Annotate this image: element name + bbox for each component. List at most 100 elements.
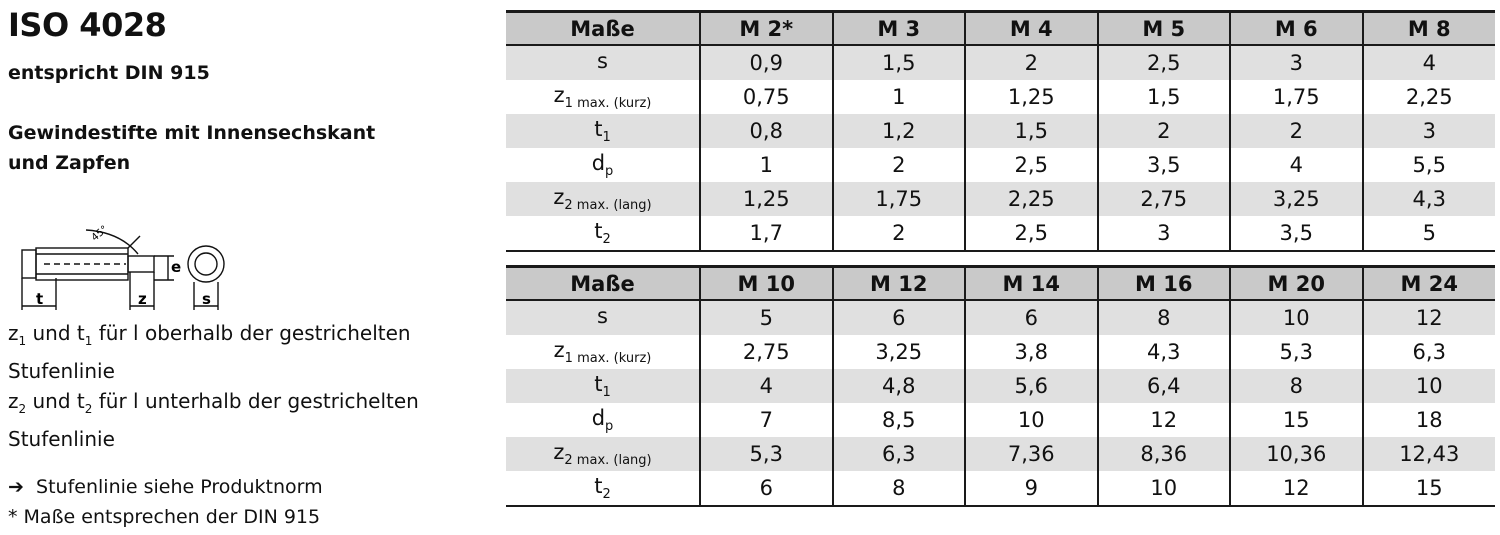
table-cell: 0,8: [700, 114, 834, 148]
table-cell: 7,36: [965, 437, 1099, 471]
footnote-din: * Maße entsprechen der DIN 915: [8, 506, 321, 528]
table-cell: 5,3: [700, 437, 834, 471]
table-cell: 1,25: [965, 80, 1099, 114]
note-line-3: z2 und t2 für l unterhalb der gestrichel…: [8, 389, 419, 416]
table-row: z2 max. (lang) 5,3 6,3 7,36 8,36 10,36 12,43: [506, 437, 1495, 471]
table-cell: 8: [1097, 300, 1231, 335]
table-row: dp 7 8,5 10 12 15 18: [506, 403, 1495, 437]
table-row: s 0,9 1,5 2 2,5 3 4: [506, 45, 1495, 80]
table-cell: 4,3: [1362, 182, 1495, 216]
table-cell: 2,25: [1405, 85, 1453, 109]
table-cell: 6,4: [1097, 369, 1231, 403]
table-row: s 5 6 6 8 10 12: [506, 300, 1495, 335]
row-symbol: t2: [506, 216, 701, 252]
table-cell: 8,36: [1097, 437, 1231, 471]
table-cell: 2,25: [965, 182, 1099, 216]
table-cell: 5: [1362, 216, 1495, 252]
table-cell: 12,43: [1362, 437, 1495, 471]
table-cell: 5: [700, 300, 834, 335]
screw-dog-point: [127, 255, 155, 273]
table-cell: 2,5: [965, 148, 1099, 182]
header-thread-size: M 4: [965, 10, 1099, 46]
header-thread-size: M 3: [832, 10, 966, 46]
row-symbol: dp: [506, 403, 701, 437]
table-cell: 1,25: [700, 182, 834, 216]
row-symbol: s: [506, 300, 701, 335]
page-subtitle: entspricht DIN 915: [8, 62, 210, 84]
table-cell: 6,3: [832, 437, 966, 471]
table-cell: 10,36: [1230, 437, 1364, 471]
table-cell: 4,3: [1097, 335, 1231, 369]
table-cell: 12: [1097, 403, 1231, 437]
table-cell: 3,8: [965, 335, 1099, 369]
table-row: t2 1,7 2 2,5 3 3,5 5: [506, 216, 1495, 252]
note-line-1: z1 und t1 für l oberhalb der gestrichelt…: [8, 321, 411, 348]
table-cell: 9: [965, 471, 1099, 507]
table-cell: 1,75: [832, 182, 966, 216]
table-cell: 6,3: [1412, 340, 1446, 364]
row-symbol: z2 max. (lang): [506, 437, 701, 471]
table-cell: 3,25: [1230, 182, 1364, 216]
row-symbol: t2: [506, 471, 701, 507]
header-thread-size: M 20: [1230, 265, 1364, 301]
header-thread-size: M 2*: [700, 10, 834, 46]
table-cell: 3: [1097, 216, 1231, 252]
description-line-1: Gewindestifte mit Innensechskant: [8, 122, 376, 144]
screw-socket-end: [21, 249, 37, 279]
table-cell: 2,5: [965, 216, 1099, 252]
table-row: t2 6 8 9 10 12 15: [506, 471, 1495, 507]
table-cell: 6: [832, 300, 966, 335]
table-cell: 1: [832, 80, 966, 114]
header-thread-size: M 24: [1362, 265, 1495, 301]
dim-label-e: e: [171, 258, 181, 276]
screw-end-view: [187, 245, 225, 283]
header-thread-size: M 6: [1230, 10, 1364, 46]
header-thread-size: M 16: [1097, 265, 1231, 301]
table-cell: 2: [965, 45, 1099, 80]
table-cell: 6: [965, 300, 1099, 335]
product-description: Gewindestifte mit Innensechskant und Zap…: [8, 118, 375, 178]
row-symbol: dp: [506, 148, 701, 182]
footnotes: ➔ Stufenlinie siehe Produktnorm * Maße e…: [8, 472, 323, 532]
header-thread-size: M 12: [832, 265, 966, 301]
table-cell: 1,5: [965, 114, 1099, 148]
table-cell: 2,75: [1097, 182, 1231, 216]
table-cell: 1,2: [832, 114, 966, 148]
row-symbol: t1: [506, 369, 701, 403]
table-cell: 15: [1230, 403, 1364, 437]
header-thread-size: M 10: [700, 265, 834, 301]
angle-label: 45°: [90, 224, 111, 244]
table-cell: 1,5: [1097, 80, 1231, 114]
header-thread-size: M 8: [1362, 10, 1495, 46]
table-header-row: Maße M 10 M 12 M 14 M 16 M 20 M 24: [506, 265, 1495, 301]
arrow-right-icon: ➔: [8, 476, 24, 498]
table-cell: 0,9: [700, 45, 834, 80]
table-cell: 12: [1362, 300, 1495, 335]
page-title: ISO 4028: [8, 6, 167, 44]
row-symbol: s: [506, 45, 701, 80]
note-line-4: Stufenlinie: [8, 427, 115, 451]
table-cell: 10: [965, 403, 1099, 437]
set-screw-drawing: 45° t z e s: [21, 224, 225, 310]
table-cell: 5,6: [965, 369, 1099, 403]
description-line-2: und Zapfen: [8, 152, 131, 174]
table-cell: 1,5: [832, 45, 966, 80]
table-cell: 4: [700, 369, 834, 403]
table-cell: 5,5: [1412, 153, 1446, 177]
table-cell: 3: [1230, 45, 1364, 80]
table-cell: 8,5: [832, 403, 966, 437]
table-cell: 10: [1097, 471, 1231, 507]
table-cell: 3,5: [1230, 216, 1364, 252]
table-cell: 6: [700, 471, 834, 507]
table-cell: 3,25: [832, 335, 966, 369]
header-dimension-label: Maße: [506, 265, 701, 301]
row-symbol: z1 max. (kurz): [506, 335, 701, 369]
table-cell: 4: [1230, 148, 1364, 182]
table-cell: 8: [832, 471, 966, 507]
table-cell: 2: [832, 148, 966, 182]
table-cell: 1,75: [1230, 80, 1364, 114]
table-row: z2 max. (lang) 1,25 1,75 2,25 2,75 3,25 4,3: [506, 182, 1495, 216]
table-cell: 3: [1362, 114, 1495, 148]
dimension-notes: z1 und t1 für l oberhalb der gestrichelt…: [8, 318, 419, 454]
